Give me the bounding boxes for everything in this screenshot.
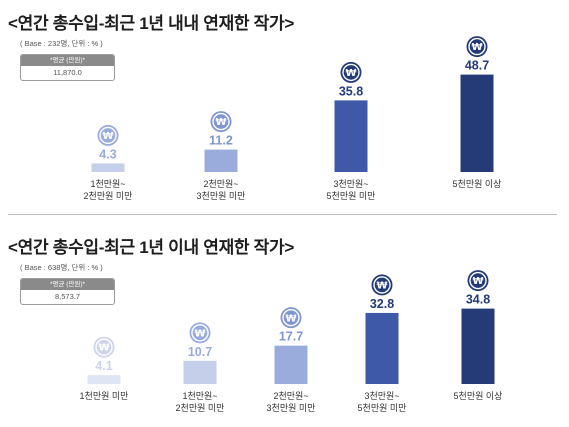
- won-coin-icon: ₩: [93, 336, 115, 358]
- panel-2-base-note: ( Base : 638명, 단위 : % ): [20, 263, 103, 272]
- coin-ring: [282, 308, 300, 327]
- category-label: 5천만원 이상: [454, 391, 503, 401]
- won-coin-icon: ₩: [467, 270, 489, 292]
- bar: [274, 345, 308, 384]
- category-label: 2천만원 미만: [176, 403, 225, 413]
- won-coin-icon: ₩: [466, 36, 488, 58]
- category-label: 3천만원~: [364, 391, 399, 401]
- category-label: 5천만원 미만: [327, 191, 376, 201]
- panel-divider: [8, 214, 557, 215]
- coin-symbol: ₩: [376, 281, 387, 292]
- panel-1-average-value: 11,870.0: [53, 68, 82, 77]
- won-coin-icon: ₩: [189, 322, 211, 344]
- won-coin-icon: ₩: [210, 111, 232, 133]
- category-label: 2천만원~: [273, 391, 308, 401]
- panel-1-average-label: *평균 (만원)*: [21, 55, 114, 66]
- data-label: 4.3: [99, 147, 116, 161]
- won-coin-icon: ₩: [97, 124, 119, 146]
- data-label: 35.8: [339, 84, 363, 98]
- coin-ring: [468, 37, 486, 56]
- bar: [365, 312, 399, 384]
- coin-ring: [95, 338, 113, 356]
- panel-1-base-note: ( Base : 232명, 단위 : % ): [20, 39, 103, 48]
- category-label: 1천만원~: [182, 391, 217, 401]
- coin-ring: [469, 271, 487, 290]
- bar: [91, 163, 125, 172]
- won-coin-icon: ₩: [280, 307, 302, 329]
- won-coin-icon: ₩: [340, 61, 362, 83]
- category-label: 3천만원 미만: [197, 191, 246, 201]
- panel-1-average-box: *평균 (만원)* 11,870.0: [20, 54, 115, 81]
- bar: [204, 149, 238, 172]
- won-coin-icon: ₩: [371, 274, 393, 296]
- bar: [334, 100, 368, 172]
- coin-symbol: ₩: [285, 313, 296, 324]
- panel-2-average-value: 8,573.7: [54, 292, 81, 301]
- coin-ring: [342, 63, 360, 82]
- panel-2-title: <연간 총수입-최근 1년 이내 연재한 작가>: [8, 238, 294, 257]
- coin-ring: [373, 276, 391, 294]
- category-label: 2천만원~: [203, 179, 238, 189]
- coin-symbol: ₩: [194, 328, 205, 339]
- category-label: 1천만원 미만: [80, 391, 129, 401]
- panel-1-title: <연간 총수입-최근 1년 내내 연재한 작가>: [8, 14, 294, 33]
- panel-2-average-label: *평균 (만원)*: [21, 279, 114, 290]
- coin-symbol: ₩: [215, 117, 226, 128]
- coin-symbol: ₩: [471, 42, 482, 53]
- bar: [87, 375, 121, 384]
- coin-ring: [99, 126, 117, 145]
- category-label: 3천만원~: [333, 179, 368, 189]
- category-label: 5천만원 미만: [358, 403, 407, 413]
- coin-ring: [191, 324, 209, 342]
- category-label: 1천만원~: [90, 179, 125, 189]
- panel-2-average-box: *평균 (만원)* 8,573.7: [20, 278, 115, 305]
- data-label: 32.8: [370, 297, 394, 311]
- category-label: 3천만원 미만: [267, 403, 316, 413]
- panel-1-bar-chart: 4.3 ₩1천만원~ 2천만원 미만 11.2 ₩2천만원~ 3천만원 미만 35.8 ₩3천…: [84, 36, 502, 201]
- data-label: 48.7: [465, 59, 489, 73]
- coin-symbol: ₩: [472, 276, 483, 287]
- coin-symbol: ₩: [102, 131, 113, 142]
- bar: [460, 74, 494, 172]
- data-label: 10.7: [188, 345, 212, 359]
- coin-symbol: ₩: [345, 68, 356, 79]
- data-label: 34.8: [466, 293, 490, 307]
- bar: [183, 360, 217, 384]
- category-label: 5천만원 이상: [453, 179, 502, 189]
- data-label: 4.1: [95, 359, 112, 373]
- category-label: 2천만원 미만: [84, 191, 133, 201]
- data-label: 17.7: [279, 330, 303, 344]
- data-label: 11.2: [209, 134, 233, 148]
- bar: [461, 308, 495, 384]
- coin-symbol: ₩: [98, 343, 109, 354]
- coin-ring: [212, 112, 230, 131]
